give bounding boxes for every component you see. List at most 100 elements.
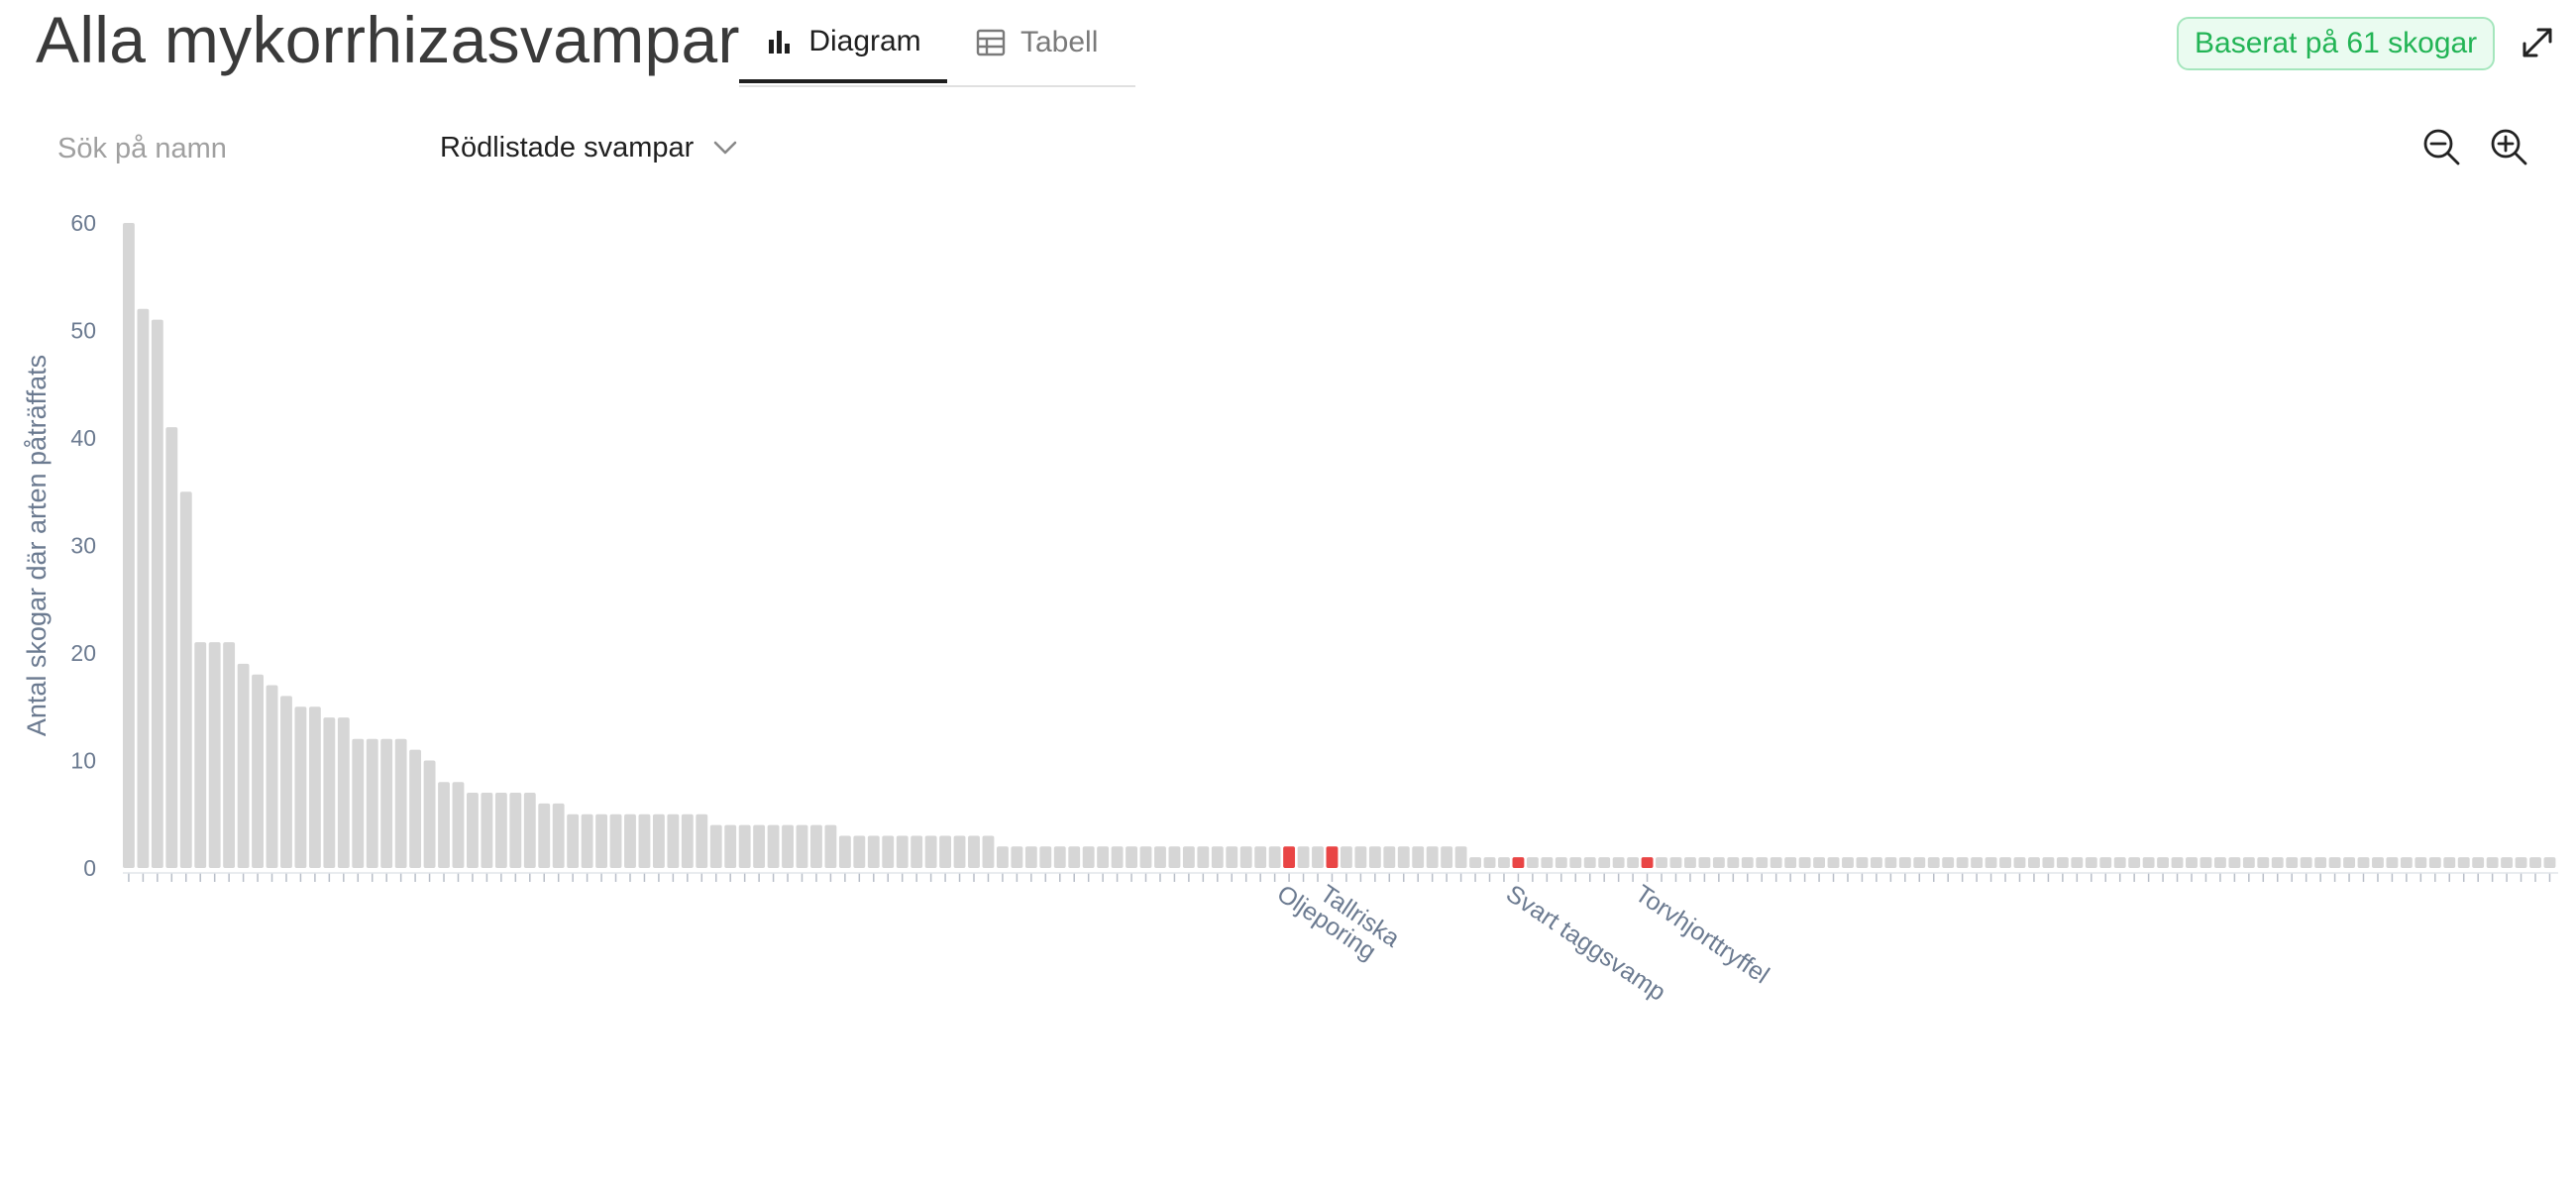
bar — [1741, 857, 1754, 868]
bar — [2171, 857, 2184, 868]
bar — [853, 835, 866, 868]
bar — [2357, 857, 2370, 868]
bar — [1139, 846, 1152, 868]
bar — [2186, 857, 2198, 868]
bar — [509, 793, 522, 868]
bar — [638, 814, 651, 868]
tab-tabell-label: Tabell — [1020, 26, 1099, 58]
bar — [1412, 846, 1425, 868]
bar — [1612, 857, 1625, 868]
bar — [1154, 846, 1166, 868]
bar — [939, 835, 952, 868]
bar — [2457, 857, 2470, 868]
bar — [1627, 857, 1640, 868]
bar — [1368, 846, 1381, 868]
zoom-out-icon[interactable] — [2419, 125, 2463, 168]
bar — [1441, 846, 1453, 868]
bar — [1182, 846, 1195, 868]
y-tick-label: 10 — [70, 748, 96, 774]
bar — [968, 835, 980, 868]
bar — [753, 824, 766, 868]
bar — [1842, 857, 1854, 868]
bar — [481, 793, 493, 868]
bar — [208, 642, 221, 868]
bar — [1927, 857, 1940, 868]
bar — [2501, 857, 2514, 868]
expand-icon[interactable] — [2517, 22, 2558, 63]
bar — [2257, 857, 2270, 868]
filter-dropdown[interactable]: Rödlistade svampar — [440, 123, 739, 172]
bar-chart: 0 10 20 30 40 50 60 Antal skogar där arten påtr… — [22, 210, 2558, 1007]
bar — [1583, 857, 1596, 868]
bar — [1555, 857, 1567, 868]
bar — [681, 814, 694, 868]
bar — [696, 814, 708, 868]
bar — [2071, 857, 2084, 868]
tab-tabell[interactable]: Tabell — [975, 0, 1098, 85]
bar — [452, 782, 465, 868]
bar — [352, 738, 365, 868]
search-input[interactable] — [55, 123, 357, 174]
page-title: Alla mykorrhizasvampar — [36, 3, 740, 76]
bar — [953, 835, 966, 868]
bar — [609, 814, 622, 868]
bar — [1297, 846, 1310, 868]
bar — [581, 814, 593, 868]
bar — [165, 427, 178, 868]
zoom-in-icon[interactable] — [2487, 125, 2530, 168]
bar — [523, 793, 536, 868]
bar — [1827, 857, 1840, 868]
bar — [1341, 846, 1352, 868]
bar — [1197, 846, 1210, 868]
bar — [2314, 857, 2327, 868]
bar — [2099, 857, 2112, 868]
bar — [380, 738, 393, 868]
bar — [709, 824, 722, 868]
bar — [1913, 857, 1926, 868]
bar — [724, 824, 737, 868]
bar — [911, 835, 923, 868]
y-tick-label: 30 — [70, 533, 96, 559]
bar — [2486, 857, 2499, 868]
bar — [2428, 857, 2441, 868]
bar — [2128, 857, 2141, 868]
bar — [1082, 846, 1095, 868]
bar — [2271, 857, 2284, 868]
tab-diagram[interactable]: Diagram — [739, 0, 947, 83]
bar — [738, 824, 751, 868]
bar — [1526, 857, 1539, 868]
bar — [1770, 857, 1782, 868]
bar — [1813, 857, 1825, 868]
bar — [2113, 857, 2126, 868]
bar — [2142, 857, 2155, 868]
bar — [494, 793, 507, 868]
filter-dropdown-label: Rödlistade svampar — [440, 131, 695, 163]
bar — [996, 846, 1009, 868]
bar — [2085, 857, 2097, 868]
bar-chart-icon — [769, 31, 791, 54]
bar — [137, 308, 150, 868]
bar — [2372, 857, 2384, 868]
bar — [567, 814, 580, 868]
bar — [1756, 857, 1769, 868]
y-tick-label: 50 — [70, 318, 96, 344]
bar — [409, 749, 422, 868]
bar — [824, 824, 837, 868]
bar — [266, 685, 278, 868]
bar — [552, 803, 565, 868]
bar — [782, 824, 794, 868]
bar — [123, 223, 135, 868]
bar — [767, 824, 780, 868]
bar — [2300, 857, 2312, 868]
bar — [179, 491, 192, 868]
bar — [1712, 857, 1725, 868]
y-tick-label: 0 — [83, 855, 96, 881]
bar — [1239, 846, 1252, 868]
bar — [1354, 846, 1367, 868]
bar — [1454, 846, 1467, 868]
bar — [896, 835, 909, 868]
bar — [667, 814, 680, 868]
bar — [1111, 846, 1124, 868]
bar — [1097, 846, 1110, 868]
bar — [394, 738, 407, 868]
